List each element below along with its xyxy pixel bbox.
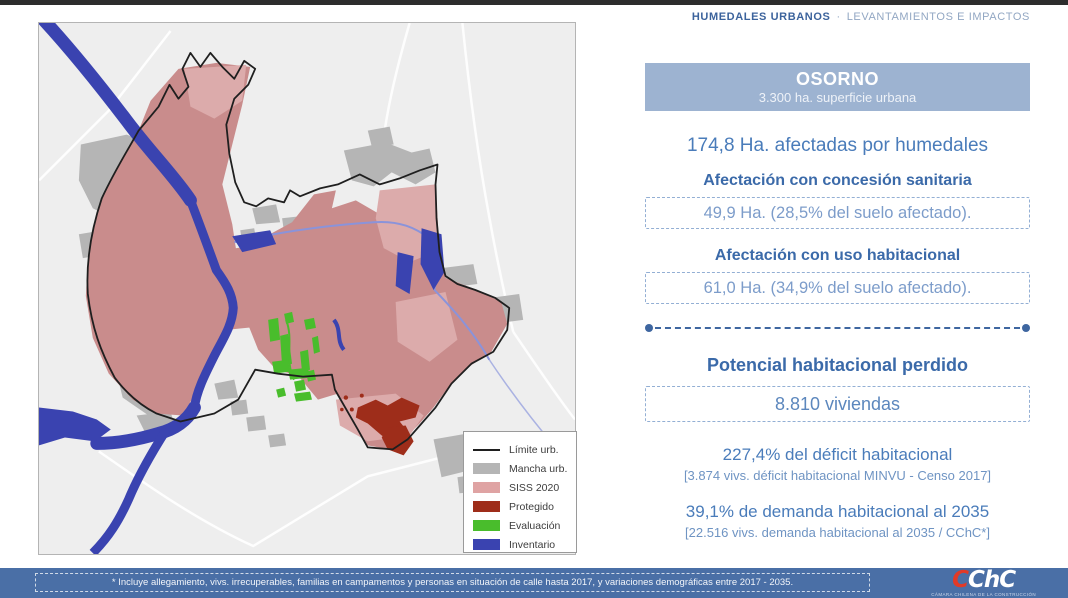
affected-hectares-stat: 174,8 Ha. afectadas por humedales bbox=[686, 135, 989, 156]
deficit-detail: [3.874 vivs. déficit habitacional MINVU … bbox=[683, 468, 992, 483]
map-legend: Límite urb. Mancha urb. SISS 2020 Proteg… bbox=[463, 431, 577, 553]
wetland-inventory-layer bbox=[39, 23, 575, 554]
inventario-swatch bbox=[473, 539, 500, 550]
footer-bar: * Incluye allegamiento, vivs. irrecupera… bbox=[0, 568, 1068, 598]
slide-top-border bbox=[0, 0, 1068, 5]
demand-detail: [22.516 vivs. demanda habitacional al 20… bbox=[685, 525, 990, 540]
housing-use-value: 61,0 Ha. (34,9% del suelo afectado). bbox=[703, 278, 972, 297]
stats-panel: OSORNO 3.300 ha. superficie urbana 174,8… bbox=[645, 0, 1030, 541]
legend-label: Protegido bbox=[509, 500, 554, 513]
divider-dot-left bbox=[645, 324, 653, 332]
sanitary-concession-value: 49,9 Ha. (28,5% del suelo afectado). bbox=[703, 203, 972, 222]
sanitary-concession-box: 49,9 Ha. (28,5% del suelo afectado). bbox=[645, 197, 1030, 229]
mancha-swatch bbox=[473, 463, 500, 474]
logo-letter-red: C bbox=[952, 567, 969, 593]
protegido-swatch bbox=[473, 501, 500, 512]
cchc-logo-subtext: CÁMARA CHILENA DE LA CONSTRUCCIÓN bbox=[931, 592, 1036, 597]
lost-potential-box: 8.810 viviendas bbox=[645, 386, 1030, 422]
osorno-map: Límite urb. Mancha urb. SISS 2020 Proteg… bbox=[38, 22, 577, 555]
deficit-headline: 227,4% del déficit habitacional bbox=[722, 445, 953, 464]
footnote-box: * Incluye allegamiento, vivs. irrecupera… bbox=[35, 573, 870, 592]
legend-label: Evaluación bbox=[509, 519, 561, 532]
housing-use-label: Afectación con uso habitacional bbox=[714, 247, 961, 264]
dashed-divider bbox=[645, 324, 1030, 332]
evaluacion-swatch bbox=[473, 520, 500, 531]
city-header-box: OSORNO 3.300 ha. superficie urbana bbox=[645, 63, 1030, 111]
cchc-logo-wordmark: CChC bbox=[952, 567, 1016, 593]
limite-line-swatch bbox=[473, 448, 500, 451]
page-header: HUMEDALES URBANOS · LEVANTAMIENTOS E IMPAC… bbox=[692, 11, 1030, 23]
urban-limit-layer bbox=[86, 51, 511, 451]
sanitary-concession-label: Afectación con concesión sanitaria bbox=[703, 172, 972, 189]
legend-row-inventario: Inventario bbox=[473, 535, 576, 554]
lost-potential-label: Potencial habitacional perdido bbox=[706, 355, 969, 375]
osorno-map-svg bbox=[39, 23, 575, 554]
legend-label: Inventario bbox=[509, 538, 556, 551]
legend-label: Mancha urb. bbox=[509, 462, 568, 475]
legend-label: Límite urb. bbox=[509, 443, 559, 456]
demand-headline: 39,1% de demanda habitacional al 2035 bbox=[685, 502, 990, 521]
legend-row-siss: SISS 2020 bbox=[473, 478, 576, 497]
legend-row-protegido: Protegido bbox=[473, 497, 576, 516]
legend-label: SISS 2020 bbox=[509, 481, 560, 494]
logo-letters-white: ChC bbox=[968, 567, 1016, 593]
city-urban-area: 3.300 ha. superficie urbana bbox=[758, 90, 917, 105]
legend-row-evaluacion: Evaluación bbox=[473, 516, 576, 535]
cchc-logo: CChC CÁMARA CHILENA DE LA CONSTRUCCIÓN bbox=[931, 569, 1036, 598]
header-title: HUMEDALES URBANOS bbox=[691, 11, 831, 23]
roads-layer bbox=[39, 23, 575, 548]
header-separator: · bbox=[836, 11, 841, 23]
siss-swatch bbox=[473, 482, 500, 493]
divider-dot-right bbox=[1022, 324, 1030, 332]
housing-use-box: 61,0 Ha. (34,9% del suelo afectado). bbox=[645, 272, 1030, 304]
divider-dash-line bbox=[655, 327, 1020, 329]
footnote-text: * Incluye allegamiento, vivs. irrecupera… bbox=[111, 577, 794, 588]
city-name: OSORNO bbox=[795, 69, 879, 89]
legend-row-limite: Límite urb. bbox=[473, 440, 576, 459]
legend-row-mancha: Mancha urb. bbox=[473, 459, 576, 478]
header-subtitle: LEVANTAMIENTOS E IMPACTOS bbox=[846, 11, 1030, 23]
lost-potential-value: 8.810 viviendas bbox=[774, 393, 901, 414]
protected-wetland-layer bbox=[340, 393, 420, 456]
